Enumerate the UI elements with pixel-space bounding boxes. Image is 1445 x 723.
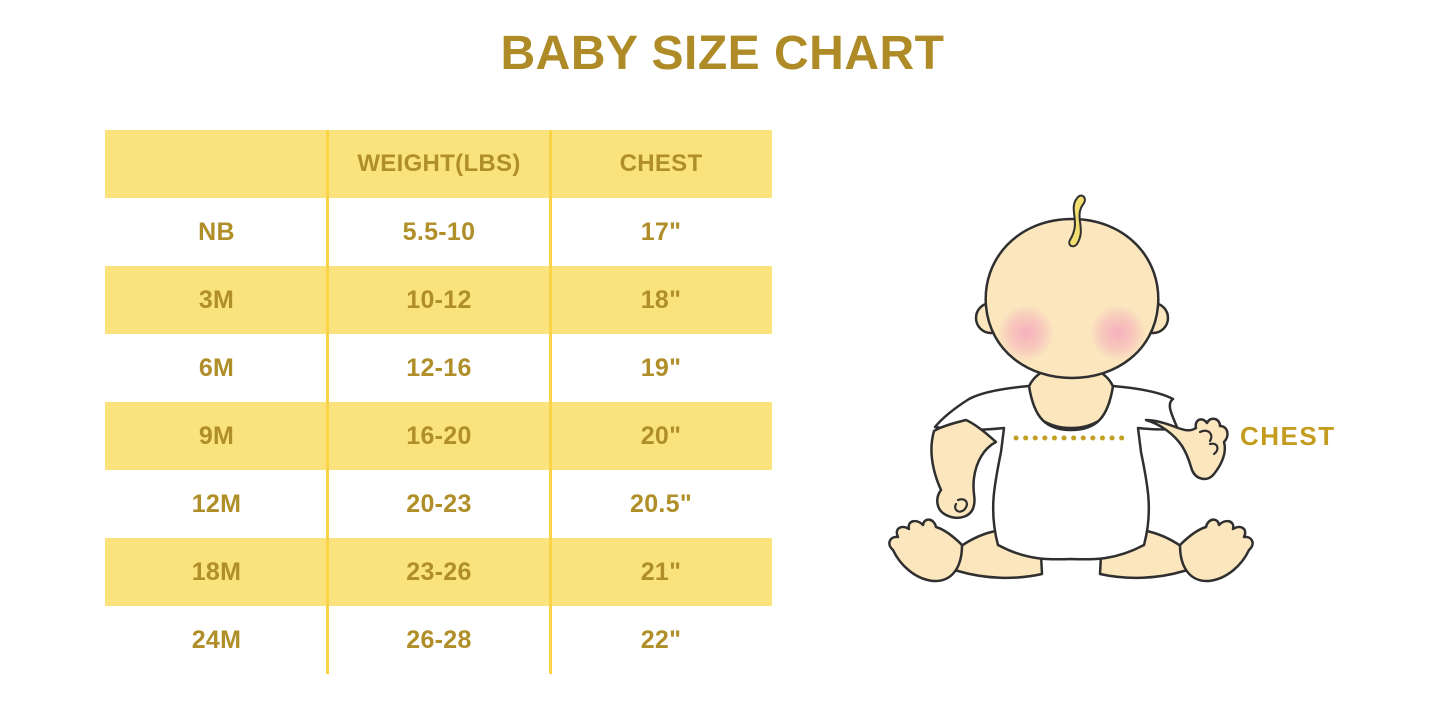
- size-cell: 18M: [191, 557, 242, 586]
- baby-right-blush: [1090, 305, 1146, 361]
- weight-cell: 23-26: [406, 557, 472, 586]
- size-cell: 3M: [198, 285, 235, 314]
- baby-left-arm: [930, 418, 998, 519]
- chest-cell: 17": [640, 217, 682, 246]
- size-cell: 24M: [191, 625, 242, 654]
- column-header-chest: CHEST: [619, 150, 703, 177]
- column-header-weight: WEIGHT(LBS): [357, 150, 521, 177]
- chest-cell: 18": [640, 285, 682, 314]
- row-3m: 3M 10-12 18": [105, 266, 772, 334]
- baby-left-fist-finger: [954, 498, 968, 513]
- table-header-row: WEIGHT(LBS) CHEST: [105, 130, 772, 198]
- column-divider-line: [326, 130, 329, 674]
- chest-cell: 20.5": [629, 489, 692, 518]
- chest-cell: 20": [640, 421, 682, 450]
- row-18m: 18M 23-26 21": [105, 538, 772, 606]
- baby-left-foot: [888, 518, 964, 583]
- row-12m: 12M 20-23 20.5": [105, 470, 772, 538]
- weight-cell: 12-16: [406, 353, 472, 382]
- baby-right-foot: [1178, 518, 1254, 583]
- weight-cell: 16-20: [406, 421, 472, 450]
- size-cell: 9M: [198, 421, 235, 450]
- size-cell: 12M: [191, 489, 242, 518]
- baby-left-blush: [998, 305, 1054, 361]
- baby-right-arm: [1144, 417, 1229, 481]
- row-nb: NB 5.5-10 17": [105, 198, 772, 266]
- chest-cell: 21": [640, 557, 682, 586]
- baby-hair-curl: [1068, 194, 1086, 248]
- row-9m: 9M 16-20 20": [105, 402, 772, 470]
- size-cell: NB: [198, 217, 235, 246]
- chest-cell: 22": [640, 625, 682, 654]
- column-header-size: [105, 130, 328, 198]
- baby-illustration: [860, 170, 1380, 650]
- baby-back-view-drawing: [888, 194, 1254, 583]
- row-24m: 24M 26-28 22": [105, 606, 772, 674]
- weight-cell: 20-23: [406, 489, 472, 518]
- column-divider-line: [549, 130, 552, 674]
- baby-right-fist-fingers: [1198, 429, 1219, 456]
- size-cell: 6M: [198, 353, 235, 382]
- weight-cell: 26-28: [406, 625, 472, 654]
- chest-cell: 19": [640, 353, 682, 382]
- page-title: BABY SIZE CHART: [500, 27, 945, 80]
- row-6m: 6M 12-16 19": [105, 334, 772, 402]
- size-table: WEIGHT(LBS) CHEST NB 5.5-10 17" 3M 10-12…: [105, 130, 772, 674]
- weight-cell: 5.5-10: [402, 217, 476, 246]
- weight-cell: 10-12: [406, 285, 472, 314]
- chest-measurement-label: CHEST: [1240, 421, 1336, 451]
